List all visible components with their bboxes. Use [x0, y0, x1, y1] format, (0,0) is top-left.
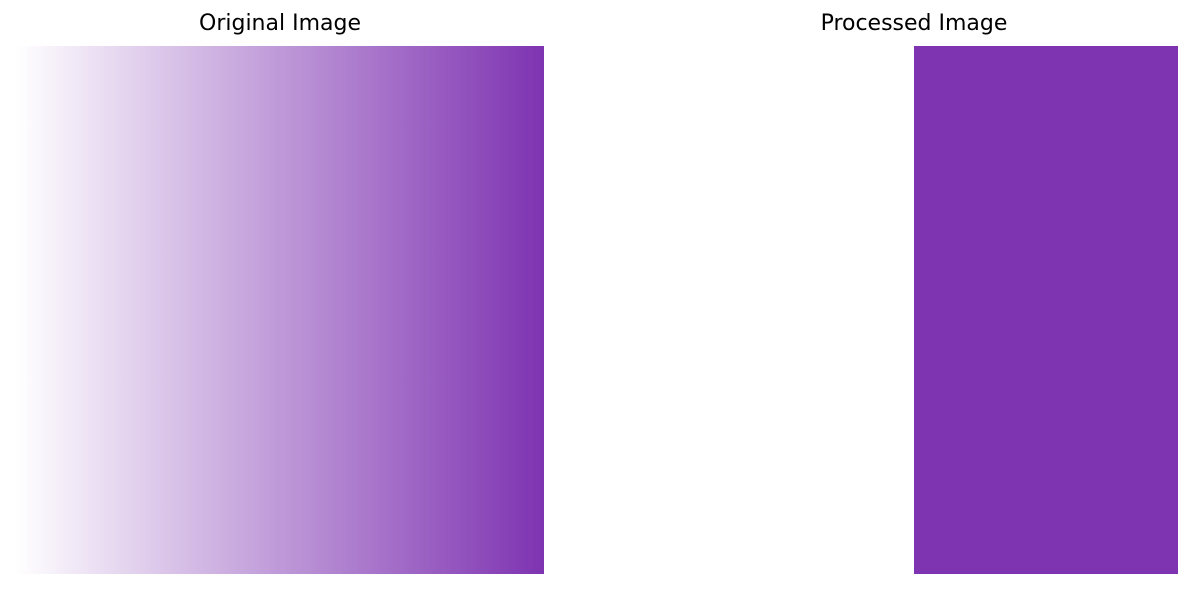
processed-image-title: Processed Image — [820, 11, 1008, 36]
original-image — [16, 46, 544, 574]
original-image-title: Original Image — [199, 11, 361, 36]
processed-image — [914, 46, 1178, 574]
